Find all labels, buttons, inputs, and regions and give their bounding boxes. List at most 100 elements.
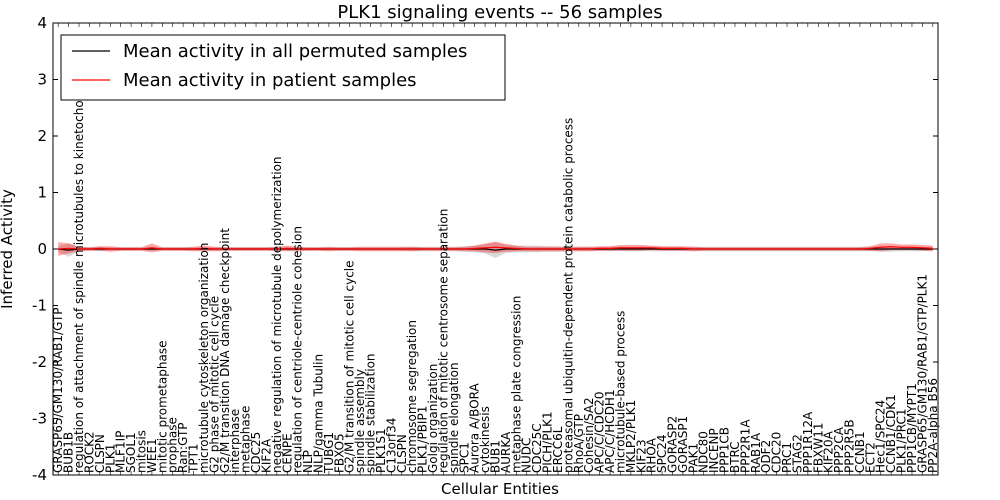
category-label: metaphase plate congression xyxy=(509,296,523,473)
category-label: interphase xyxy=(228,409,242,473)
category-label: STAG2 xyxy=(790,434,804,473)
category-label: PP2A-alpha B56 xyxy=(926,378,940,473)
category-label: BUB1B xyxy=(62,432,76,473)
category-label: CLSPN xyxy=(395,434,409,473)
category-label: regulation of mitotic centrosome separat… xyxy=(436,209,450,473)
category-label: NDC80 xyxy=(697,431,711,473)
y-tick-label: -2 xyxy=(32,353,47,371)
category-label: TUBG1 xyxy=(322,432,336,474)
category-label: KIF20A xyxy=(822,430,836,473)
y-tick-label: 1 xyxy=(37,184,47,202)
category-label: negative regulation of microtubule depol… xyxy=(270,156,284,473)
category-label: PICH/PLK1 xyxy=(541,411,555,473)
category-label: MLF1IP xyxy=(114,431,128,473)
category-label: PPP2CA xyxy=(832,426,846,473)
category-label: Aurora A/BORA xyxy=(468,383,482,473)
category-label: PRC1 xyxy=(780,442,794,473)
category-label: ODF2 xyxy=(759,440,773,473)
category-label: PLK1/PRC1 xyxy=(895,409,909,473)
category-label: proteasomal ubiquitin-dependent protein … xyxy=(561,118,575,473)
category-label: CDC25C xyxy=(530,423,544,473)
category-label: APC/C/CDC20 xyxy=(593,391,607,473)
category-label: ROCK2 xyxy=(82,431,96,473)
category-label: PPP2R5B xyxy=(843,419,857,473)
category-label: prophase xyxy=(166,417,180,473)
y-tick-label: 2 xyxy=(37,127,47,145)
legend-label-permuted: Mean activity in all permuted samples xyxy=(123,41,467,62)
category-label: ERCC6L xyxy=(551,426,565,473)
category-label: GORASP2 xyxy=(666,416,680,473)
category-label: spindle elongation xyxy=(447,362,461,473)
patient-band xyxy=(58,241,933,256)
category-label: Ran:GTP xyxy=(176,422,190,473)
category-label: C13orf34 xyxy=(384,418,398,473)
category-label: RhoA/GTP xyxy=(572,414,586,473)
series-lines xyxy=(58,246,933,251)
category-label: MKLP2/PLK1 xyxy=(624,400,638,473)
category-label: PAK1 xyxy=(686,443,700,473)
category-label: WEE1 xyxy=(145,438,159,473)
category-label: INCENP xyxy=(707,428,721,473)
y-tick-label: -4 xyxy=(32,466,47,484)
legend: Mean activity in all permuted samples Me… xyxy=(60,34,506,101)
category-label: cytokinesis xyxy=(478,406,492,473)
category-label: G2 phase of mitotic cell cycle xyxy=(207,296,221,473)
category-label: microtubule-based process xyxy=(613,311,627,473)
category-label: PPP2R1A xyxy=(738,419,752,473)
category-label: PPP1R12A xyxy=(801,411,815,473)
category-label: CCNB1/CDK1 xyxy=(884,394,898,473)
category-label: PPP1CB xyxy=(718,427,732,473)
category-label: PPP1CB/MYPT1 xyxy=(905,383,919,473)
category-label: PLK1S1 xyxy=(374,428,388,473)
category-label: microtubule cytoskeleton organization xyxy=(197,243,211,473)
category-label: Cohesin/SA2 xyxy=(582,397,596,473)
category-label: CENPE xyxy=(280,433,294,473)
category-label: CCNB1 xyxy=(853,431,867,473)
category-label: BTRC xyxy=(728,441,742,473)
category-label: mitotic prometaphase xyxy=(155,341,169,474)
y-axis: -4 -3 -2 -1 0 1 2 3 4 xyxy=(32,14,938,484)
y-tick-label: 4 xyxy=(37,14,47,32)
category-label: NLP xyxy=(301,450,315,473)
category-label: CDC20 xyxy=(770,432,784,473)
category-label: RHOA xyxy=(645,437,659,473)
category-label: KIF23 xyxy=(634,439,648,473)
category-label: spindle assembly xyxy=(353,369,367,473)
y-tick-label: 0 xyxy=(37,240,47,258)
category-label: SPC24 xyxy=(655,434,669,473)
category-label: NLP/gamma Tubulin xyxy=(312,354,326,473)
category-label: ECT2 xyxy=(863,442,877,473)
category-label: PLK1/PBIP1 xyxy=(416,406,430,473)
legend-label-patient: Mean activity in patient samples xyxy=(123,70,417,91)
legend-box xyxy=(60,34,506,101)
category-label: FBXW11 xyxy=(811,423,825,474)
category-label: spindle stabilization xyxy=(364,353,378,473)
category-label: RAB1A xyxy=(749,432,763,473)
category-label: AURKA xyxy=(499,431,513,473)
category-label: CDC25 xyxy=(249,432,263,473)
category-label: CLSPN xyxy=(93,434,107,473)
y-tick-label: -1 xyxy=(32,297,47,315)
category-label: SGOL1 xyxy=(124,432,138,473)
patient-mean-line xyxy=(58,246,933,250)
category-label: mitosis xyxy=(135,430,149,473)
category-label: FBXO5 xyxy=(332,433,346,473)
y-axis-label: Inferred Activity xyxy=(0,189,16,309)
chart-title: PLK1 signaling events -- 56 samples xyxy=(337,2,662,23)
category-label: Golgi organization xyxy=(426,364,440,473)
category-label: Hec1/SPC24 xyxy=(874,400,888,473)
category-label: GORASP1 xyxy=(676,416,690,473)
category-label: G2/M transition DNA damage checkpoint xyxy=(218,228,232,473)
category-label: GRASP65/GM130/RAB1/GTP/PLK1 xyxy=(915,274,929,473)
category-label: KIF2A xyxy=(259,438,273,473)
y-tick-label: 3 xyxy=(37,71,47,89)
category-label: PLK1 xyxy=(103,444,117,473)
category-label: BUB1 xyxy=(489,440,503,473)
category-label: SPC1 xyxy=(457,442,471,473)
category-label: regulation of attachment of spindle micr… xyxy=(72,88,86,473)
category-label: TPT1 xyxy=(187,443,201,474)
y-tick-label: -3 xyxy=(32,410,47,428)
category-label: NUDC xyxy=(520,438,534,473)
